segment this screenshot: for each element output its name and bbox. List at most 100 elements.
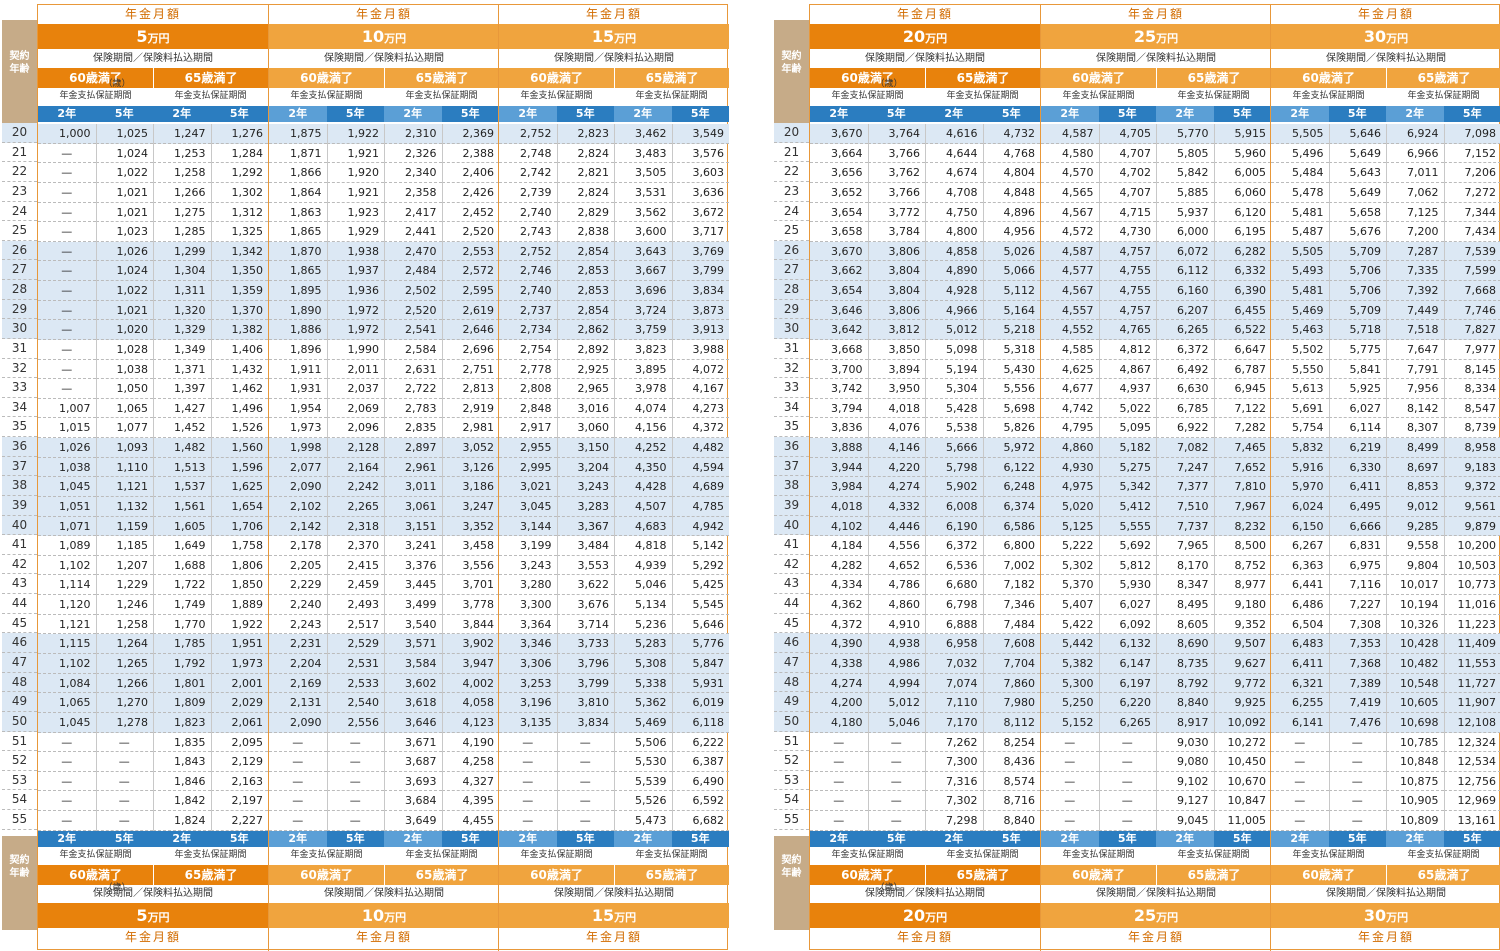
table-cell: 5,182 (1099, 438, 1157, 458)
table-cell: 3,693 (384, 772, 442, 792)
table-cell: 5,960 (1214, 144, 1272, 164)
year-header: 5年 (983, 831, 1041, 847)
age-header-unit: （歳） (2, 880, 232, 896)
table-cell: 8,605 (1156, 615, 1214, 635)
table-cell: 7,300 (925, 752, 983, 772)
table-cell: 4,812 (1099, 340, 1157, 360)
table-cell: 3,553 (557, 556, 615, 576)
table-cell: 2,388 (442, 144, 500, 164)
table-cell: 4,804 (983, 163, 1041, 183)
table-cell: 2,096 (327, 418, 385, 438)
table-cell: — (38, 163, 96, 183)
table-cell: 5,046 (868, 713, 926, 733)
table-cell: 6,027 (1099, 595, 1157, 615)
table-cell: 10,548 (1386, 674, 1444, 694)
guarantee-period-label: 年金支払保証期間 (810, 848, 925, 863)
age-label: 20 (774, 123, 809, 143)
guarantee-period-label: 年金支払保証期間 (499, 848, 614, 863)
table-cell: 2,318 (327, 517, 385, 537)
table-cell: 2,029 (211, 693, 269, 713)
table-cell: 5,841 (1329, 360, 1387, 380)
table-cell: — (38, 301, 96, 321)
table-cell: — (38, 144, 96, 164)
table-cell: 1,871 (269, 144, 327, 164)
table-cell: 1,342 (211, 242, 269, 262)
age-label: 45 (2, 614, 37, 634)
table-cell: 5,382 (1041, 654, 1099, 674)
table-cell: 7,704 (983, 654, 1041, 674)
table-cell: 5,915 (1214, 124, 1272, 144)
table-cell: 4,350 (614, 458, 672, 478)
table-cell: 6,219 (1329, 438, 1387, 458)
table-cell: 3,658 (810, 222, 868, 242)
table-cell: 2,197 (211, 791, 269, 811)
table-cell: — (96, 752, 154, 772)
table-cell: 2,531 (327, 654, 385, 674)
guarantee-period-label: 年金支払保証期間 (1271, 89, 1386, 104)
table-cell: 2,227 (211, 811, 269, 831)
table-cell: 5,020 (1041, 497, 1099, 517)
table-cell: 6,647 (1214, 340, 1272, 360)
guarantee-period-label: 年金支払保証期間 (1041, 89, 1156, 104)
table-cell: 8,112 (983, 713, 1041, 733)
table-cell: 7,335 (1386, 261, 1444, 281)
year-header: 5年 (1099, 106, 1157, 122)
table-cell: 4,220 (868, 458, 926, 478)
pension-amount: 30万円 (1271, 903, 1500, 928)
table-cell: 9,180 (1214, 595, 1272, 615)
table-cell: 7,272 (1444, 183, 1500, 203)
column-divider (1214, 124, 1215, 835)
table-cell: 5,218 (983, 320, 1041, 340)
age-label: 21 (774, 143, 809, 163)
age-header-unit: （歳） (774, 880, 1004, 896)
pension-monthly-label: 年金月額 (810, 5, 1040, 24)
table-cell: 1,329 (153, 320, 211, 340)
age-header-label: 年齢 (2, 867, 37, 880)
table-cell: 8,958 (1444, 438, 1500, 458)
table-cell: 2,090 (269, 477, 327, 497)
table-cell: 3,772 (868, 203, 926, 223)
table-cell: 1,038 (38, 458, 96, 478)
table-cell: — (327, 811, 385, 831)
table-cell: 4,910 (868, 615, 926, 635)
table-cell: — (557, 811, 615, 831)
table-cell: — (1041, 772, 1099, 792)
table-cell: 5,407 (1041, 595, 1099, 615)
table-cell: 3,764 (868, 124, 926, 144)
table-cell: 3,243 (557, 477, 615, 497)
table-cell: 5,112 (983, 281, 1041, 301)
table-cell: — (868, 811, 926, 831)
pension-monthly-label: 年金月額 (810, 928, 1040, 947)
table-cell: 7,062 (1386, 183, 1444, 203)
table-cell: 7,308 (1329, 615, 1387, 635)
table-cell: 7,465 (1214, 438, 1272, 458)
table-cell: 1,770 (153, 615, 211, 635)
table-cell: 3,902 (442, 634, 500, 654)
table-cell: 6,150 (1271, 517, 1329, 537)
table-cell: 7,316 (925, 772, 983, 792)
table-cell: 2,459 (327, 575, 385, 595)
table-cell: 6,411 (1271, 654, 1329, 674)
end-60-label: 60歳満了 (1271, 68, 1386, 88)
table-cell: 7,652 (1214, 458, 1272, 478)
table-cell: 1,025 (96, 124, 154, 144)
year-header: 5年 (868, 106, 926, 122)
table-cell: 5,646 (672, 615, 730, 635)
table-cell: 1,121 (38, 615, 96, 635)
table-cell: 6,888 (925, 615, 983, 635)
table-cell: 1,000 (38, 124, 96, 144)
year-header: 5年 (1099, 831, 1157, 847)
table-cell: 3,241 (384, 536, 442, 556)
table-cell: 5,709 (1329, 301, 1387, 321)
table-cell: 2,310 (384, 124, 442, 144)
table-cell: 3,367 (557, 517, 615, 537)
table-cell: 5,430 (983, 360, 1041, 380)
age-label: 27 (774, 260, 809, 280)
table-cell: 4,742 (1041, 399, 1099, 419)
age-label: 49 (2, 692, 37, 712)
table-cell: 5,538 (925, 418, 983, 438)
table-cell: 6,092 (1099, 615, 1157, 635)
table-cell: 8,495 (1156, 595, 1214, 615)
year-header: 2年 (1271, 831, 1329, 847)
pension-amount: 20万円 (810, 24, 1040, 49)
